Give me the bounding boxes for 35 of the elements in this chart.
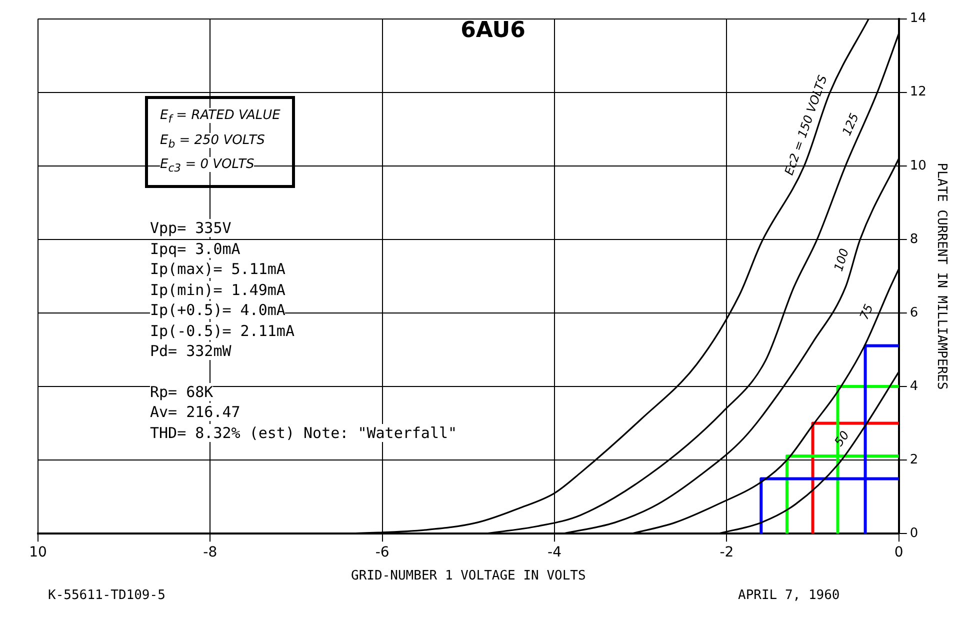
- x-tick-label: -6: [375, 544, 390, 561]
- y-tick-label: 6: [910, 305, 918, 320]
- annotation: Ip(max)= 5.11mA: [150, 260, 286, 278]
- y-tick-label: 2: [910, 452, 918, 468]
- x-tick-label: -4: [548, 544, 562, 561]
- annotation: Av= 216.47: [150, 403, 240, 421]
- chart-title: 6AU6: [460, 17, 526, 45]
- text: 125: [840, 111, 862, 138]
- annotation: Ip(+0.5)= 4.0mA: [150, 301, 286, 319]
- y-axis-title: PLATE CURRENT IN MILLIAMPERES: [934, 162, 949, 390]
- x-tick-label: 10: [29, 544, 47, 561]
- text: 50: [832, 428, 852, 449]
- text: 100: [831, 246, 852, 273]
- y-tick-label: 10: [910, 158, 926, 174]
- annotation: Pd= 332mW: [150, 342, 232, 360]
- annotation: E$_{c3}$ = 0 VOLTS: [160, 157, 254, 175]
- annotation: E$_{f}$ = RATED VALUE: [160, 108, 280, 126]
- x-axis-title: GRID-NUMBER 1 VOLTAGE IN VOLTS: [351, 568, 586, 584]
- annotation: THD= 8.32% (est) Note: "Waterfall": [150, 424, 458, 442]
- x-tick-label: -2: [720, 544, 734, 561]
- text: K-55611-TD109-5: [48, 588, 166, 603]
- y-tick-label: 12: [910, 84, 926, 100]
- annotation: Ipq= 3.0mA: [150, 240, 240, 258]
- x-tick-label: 0: [894, 544, 904, 561]
- annotation: Vpp= 335V: [150, 219, 232, 237]
- y-tick-label: 4: [910, 378, 918, 394]
- y-tick-label: 14: [910, 11, 926, 26]
- x-tick-label: -8: [203, 544, 218, 561]
- text: APRIL 7, 1960: [738, 588, 840, 603]
- y-tick-label: 0: [910, 526, 918, 541]
- annotation: Rp= 68K: [150, 382, 214, 400]
- y-tick-label: 8: [910, 232, 918, 247]
- annotation: E$_{b}$ = 250 VOLTS: [160, 132, 265, 150]
- annotation: Ip(-0.5)= 2.11mA: [150, 322, 294, 340]
- annotation: Ip(min)= 1.49mA: [150, 280, 286, 298]
